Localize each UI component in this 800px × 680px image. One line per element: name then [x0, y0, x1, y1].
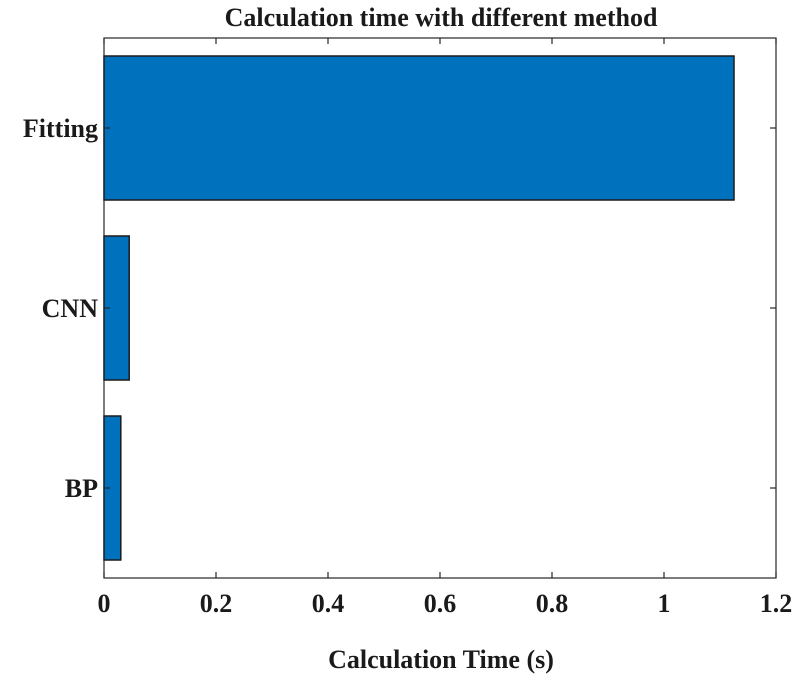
y-tick-label-cnn: CNN: [42, 294, 99, 323]
bar-fitting: [103, 55, 735, 201]
x-tick-label-1: 0.2: [200, 589, 233, 618]
y-tick-labels: BP CNN Fitting: [23, 114, 98, 503]
x-tick-label-0: 0: [98, 589, 111, 618]
chart-title: Calculation time with different method: [225, 3, 658, 32]
x-tick-label-2: 0.4: [312, 589, 345, 618]
y-tick-label-fitting: Fitting: [23, 114, 98, 143]
x-tick-label-4: 0.8: [536, 589, 569, 618]
x-axis-label: Calculation Time (s): [328, 645, 554, 674]
x-tick-label-3: 0.6: [424, 589, 457, 618]
bars-layer: [103, 55, 735, 561]
plot-frame: [103, 37, 777, 579]
x-tick-label-6: 1.2: [760, 589, 793, 618]
x-tick-labels: 0 0.2 0.4 0.6 0.8 1 1.2: [98, 589, 793, 618]
y-tick-label-bp: BP: [65, 474, 98, 503]
x-tick-label-5: 1: [658, 589, 671, 618]
